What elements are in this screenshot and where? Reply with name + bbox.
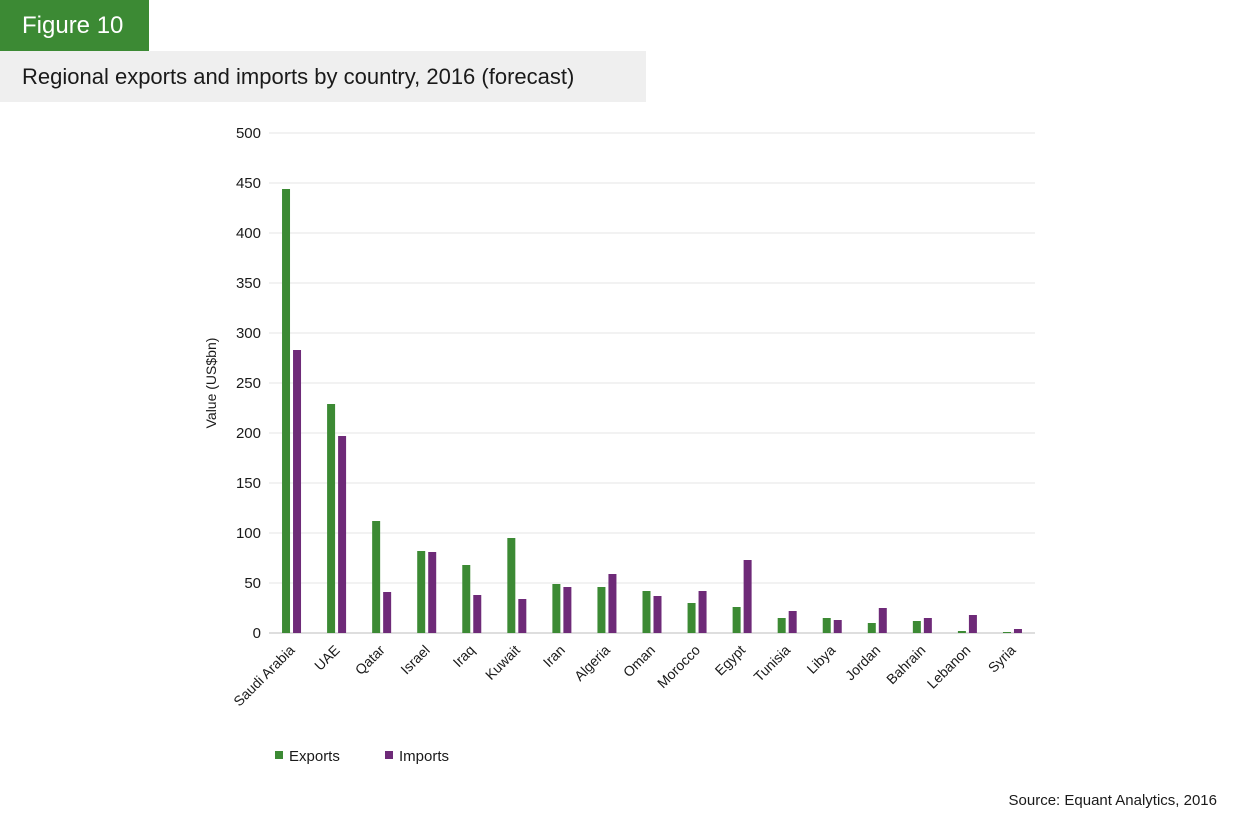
bar-exports-kuwait [507,538,516,633]
x-tick-label: Algeria [571,642,613,684]
bar-imports-morocco [698,591,707,633]
bar-imports-tunisia [788,611,797,633]
bar-exports-egypt [732,607,741,633]
y-tick-label: 500 [236,125,261,142]
bar-exports-uae [327,404,336,633]
x-tick-label: Kuwait [482,642,523,683]
bar-imports-kuwait [518,599,527,633]
bar-exports-bahrain [912,621,921,633]
y-tick-label: 250 [236,375,261,392]
x-tick-label: Syria [985,642,1019,676]
y-tick-label: 50 [244,575,261,592]
x-tick-label: UAE [311,642,343,674]
bar-exports-lebanon [957,631,966,633]
bar-imports-israel [428,552,437,633]
legend-label-imports: Imports [399,748,449,765]
bar-exports-qatar [372,521,381,633]
figure-title: Regional exports and imports by country,… [0,51,646,102]
bar-exports-iran [552,584,561,633]
bar-exports-iraq [462,565,471,633]
legend-label-exports: Exports [289,748,340,765]
x-tick-label: Israel [397,642,433,678]
y-tick-label: 150 [236,475,261,492]
x-tick-label: Iran [540,642,568,670]
bar-imports-syria [1013,629,1022,633]
y-tick-labels: 0 50 100 150 200 250 300 350 400 450 500 [236,125,261,642]
bar-imports-oman [653,596,662,633]
x-tick-label: Iraq [450,642,478,670]
x-tick-label: Egypt [712,642,749,679]
y-tick-label: 400 [236,225,261,242]
x-tick-label: Libya [803,642,838,677]
y-tick-label: 450 [236,175,261,192]
x-tick-label: Saudi Arabia [230,642,298,710]
bar-exports-algeria [597,587,606,633]
bar-imports-qatar [383,592,392,633]
legend-swatch-imports [385,751,393,759]
x-tick-label: Jordan [842,642,884,684]
bar-imports-bahrain [923,618,932,633]
bar-imports-egypt [743,560,752,633]
bar-imports-saudi-arabia [293,350,302,633]
bar-imports-uae [338,436,347,633]
bar-imports-lebanon [968,615,977,633]
x-tick-label: Tunisia [750,642,793,685]
bar-imports-iraq [473,595,482,633]
bar-imports-jordan [878,608,887,633]
grid-lines [269,132,1035,634]
y-tick-label: 300 [236,325,261,342]
y-tick-label: 100 [236,525,261,542]
bar-exports-syria [1002,632,1011,633]
bar-exports-morocco [687,603,696,633]
bar-exports-oman [642,591,651,633]
legend: Exports Imports [275,748,449,765]
bar-exports-saudi-arabia [282,189,291,633]
bar-imports-libya [833,620,842,633]
legend-swatch-exports [275,751,283,759]
y-tick-label: 350 [236,275,261,292]
bar-exports-tunisia [777,618,786,633]
bar-exports-israel [417,551,426,633]
x-tick-label: Bahrain [883,642,928,687]
bar-imports-iran [563,587,572,633]
x-tick-label: Lebanon [924,642,974,692]
x-tick-label: Oman [620,642,658,680]
bar-imports-algeria [608,574,617,633]
y-axis-label: Value (US$bn) [203,338,219,429]
x-tick-label: Morocco [654,642,703,691]
figure-label: Figure 10 [0,0,149,51]
y-tick-label: 200 [236,425,261,442]
bar-exports-jordan [867,623,876,633]
x-tick-label: Qatar [352,642,388,678]
bar-exports-libya [822,618,831,633]
bars [282,189,1022,633]
source-note: Source: Equant Analytics, 2016 [1008,792,1217,809]
x-tick-labels: Saudi Arabia UAE Qatar Israel Iraq Kuwait Iran… [230,642,1019,710]
y-tick-label: 0 [253,625,261,642]
